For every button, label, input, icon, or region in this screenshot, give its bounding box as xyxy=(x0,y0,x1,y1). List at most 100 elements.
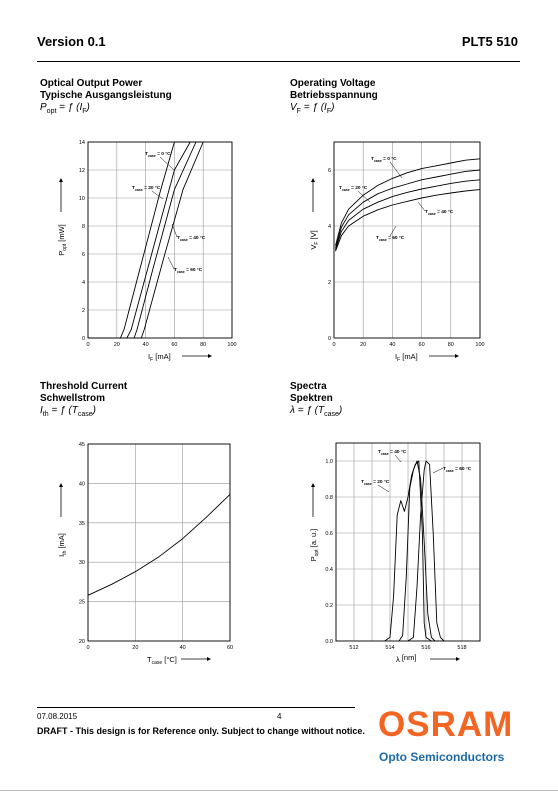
annotation-leader xyxy=(167,256,175,270)
annotation-label: Tcase = 0 °C xyxy=(371,156,397,163)
x-tick-label: 512 xyxy=(349,645,358,651)
y-axis-arrowhead xyxy=(311,483,315,487)
y-tick-label: 20 xyxy=(79,639,85,645)
x-axis-label: IF [mA] xyxy=(395,352,418,363)
y-tick-label: 12 xyxy=(79,168,85,174)
x-tick-label: 0 xyxy=(332,342,335,348)
x-axis-label: Tcase [°C] xyxy=(147,655,177,666)
series-line-4 xyxy=(88,141,204,339)
annotation-label: Tcase = 20 °C xyxy=(339,185,368,192)
threshold-title-en: Threshold Current xyxy=(40,381,128,392)
x-tick-label: 100 xyxy=(227,342,236,348)
series-line-3 xyxy=(335,179,481,250)
footer-divider xyxy=(37,707,355,708)
voltage-axis-labels: IF [mA] VF [V] xyxy=(309,178,459,363)
threshold-axis-labels: Tcase [°C] Ith [mA] xyxy=(57,483,211,666)
optical-formula: Popt = ƒ (IF) xyxy=(40,102,90,115)
threshold-title-block: Threshold Current Schwellstrom Ith = ƒ (… xyxy=(40,381,127,421)
x-tick-label: 40 xyxy=(389,342,395,348)
spectra-axis-labels: λ [nm] Popt [a. u.] xyxy=(309,483,460,664)
y-axis-arrowhead xyxy=(311,178,315,182)
annotation-label: Tcase = 60 °C xyxy=(443,466,472,473)
y-tick-label: 8 xyxy=(82,224,85,230)
draft-notice: DRAFT - This design is for Reference onl… xyxy=(37,726,365,736)
spectra-title-de: Spektren xyxy=(290,393,333,404)
voltage-title-de: Betriebsspannung xyxy=(290,90,378,101)
voltage-annotations: Tcase = 0 °C Tcase = 20 °C Tcase = 40 °C Tc… xyxy=(339,156,454,242)
y-tick-label: 4 xyxy=(82,280,85,286)
y-tick-label: 1.0 xyxy=(325,459,333,465)
x-tick-label: 60 xyxy=(419,342,425,348)
voltage-title-block: Operating Voltage Betriebsspannung VF = … xyxy=(290,78,378,118)
y-axis-label: Ith [mA] xyxy=(57,533,68,557)
y-tick-label: 6 xyxy=(328,168,331,174)
y-tick-label: 0.2 xyxy=(325,603,333,609)
y-tick-label: 14 xyxy=(79,140,85,146)
osram-logo: OSRAM xyxy=(378,705,514,744)
footer-date: 07.08.2015 xyxy=(37,712,78,721)
plot-frame xyxy=(87,141,233,339)
series-line-1 xyxy=(88,141,204,339)
y-tick-label: 0 xyxy=(328,336,331,342)
series-line-2 xyxy=(398,460,439,642)
y-tick-label: 45 xyxy=(79,442,85,448)
series-line-1 xyxy=(335,158,481,246)
annotation-leader xyxy=(377,484,390,493)
x-tick-label: 20 xyxy=(132,645,138,651)
x-axis-label: IF [mA] xyxy=(148,352,171,363)
optical-annotations: Tcase = 0 °C Tcase = 20 °C Tcase = 40 °C Tc… xyxy=(132,151,206,274)
osram-subtitle: Opto Semiconductors xyxy=(379,750,505,764)
voltage-formula: VF = ƒ (IF) xyxy=(290,102,335,115)
optical-title-en: Optical Output Power xyxy=(40,78,143,89)
y-tick-label: 4 xyxy=(328,224,331,230)
annotation-label: Tcase = 20 °C xyxy=(132,185,161,192)
document-version: Version 0.1 xyxy=(37,34,106,49)
y-axis-arrowhead xyxy=(59,483,63,487)
annotation-leader xyxy=(389,225,397,237)
x-tick-label: 80 xyxy=(200,342,206,348)
x-tick-label: 60 xyxy=(227,645,233,651)
annotation-leader xyxy=(357,190,371,203)
series-line-4 xyxy=(335,189,481,252)
spectra-annotations: Tcase = 40 °C Tcase = 20 °C Tcase = 60 °C xyxy=(361,449,472,493)
x-tick-label: 20 xyxy=(360,342,366,348)
spectra-title-block: Spectra Spektren λ = ƒ (Tcase) xyxy=(290,381,342,421)
x-tick-label: 514 xyxy=(385,645,394,651)
product-code: PLT5 510 xyxy=(461,34,518,49)
annotation-label: Tcase = 60 °C xyxy=(376,235,405,242)
spectra-title-en: Spectra xyxy=(290,381,327,392)
x-tick-label: 40 xyxy=(180,645,186,651)
optical-title-block: Optical Output Power Typische Ausgangsle… xyxy=(40,78,172,118)
y-tick-label: 2 xyxy=(82,308,85,314)
x-tick-label: 20 xyxy=(114,342,120,348)
annotation-leader xyxy=(151,190,164,200)
voltage-title-en: Operating Voltage xyxy=(290,78,376,89)
plot-frame xyxy=(87,443,231,642)
x-tick-label: 518 xyxy=(457,645,466,651)
annotation-label: Tcase = 60 °C xyxy=(174,267,203,274)
series-line-2 xyxy=(335,169,481,249)
y-tick-label: 35 xyxy=(79,521,85,527)
y-axis-label: Popt [mW] xyxy=(57,224,68,256)
x-tick-label: 40 xyxy=(143,342,149,348)
annotation-leader xyxy=(432,467,444,474)
x-tick-label: 0 xyxy=(86,342,89,348)
optical-axis-labels: IF [mA] Popt [mW] xyxy=(57,178,212,363)
x-tick-label: 100 xyxy=(475,342,484,348)
annotation-label: Tcase = 40 °C xyxy=(425,209,454,216)
x-axis-arrowhead xyxy=(456,657,460,661)
annotation-leader xyxy=(171,223,178,238)
y-tick-label: 2 xyxy=(328,280,331,286)
y-axis-label: Popt [a. u.] xyxy=(309,529,320,562)
spectra-formula: λ = ƒ (Tcase) xyxy=(290,405,343,418)
x-tick-label: 0 xyxy=(86,645,89,651)
y-tick-label: 0.0 xyxy=(325,639,333,645)
y-tick-label: 0.4 xyxy=(325,567,333,573)
page-number: 4 xyxy=(277,712,282,721)
header-divider xyxy=(37,61,520,62)
x-axis-label: λ [nm] xyxy=(396,653,416,664)
